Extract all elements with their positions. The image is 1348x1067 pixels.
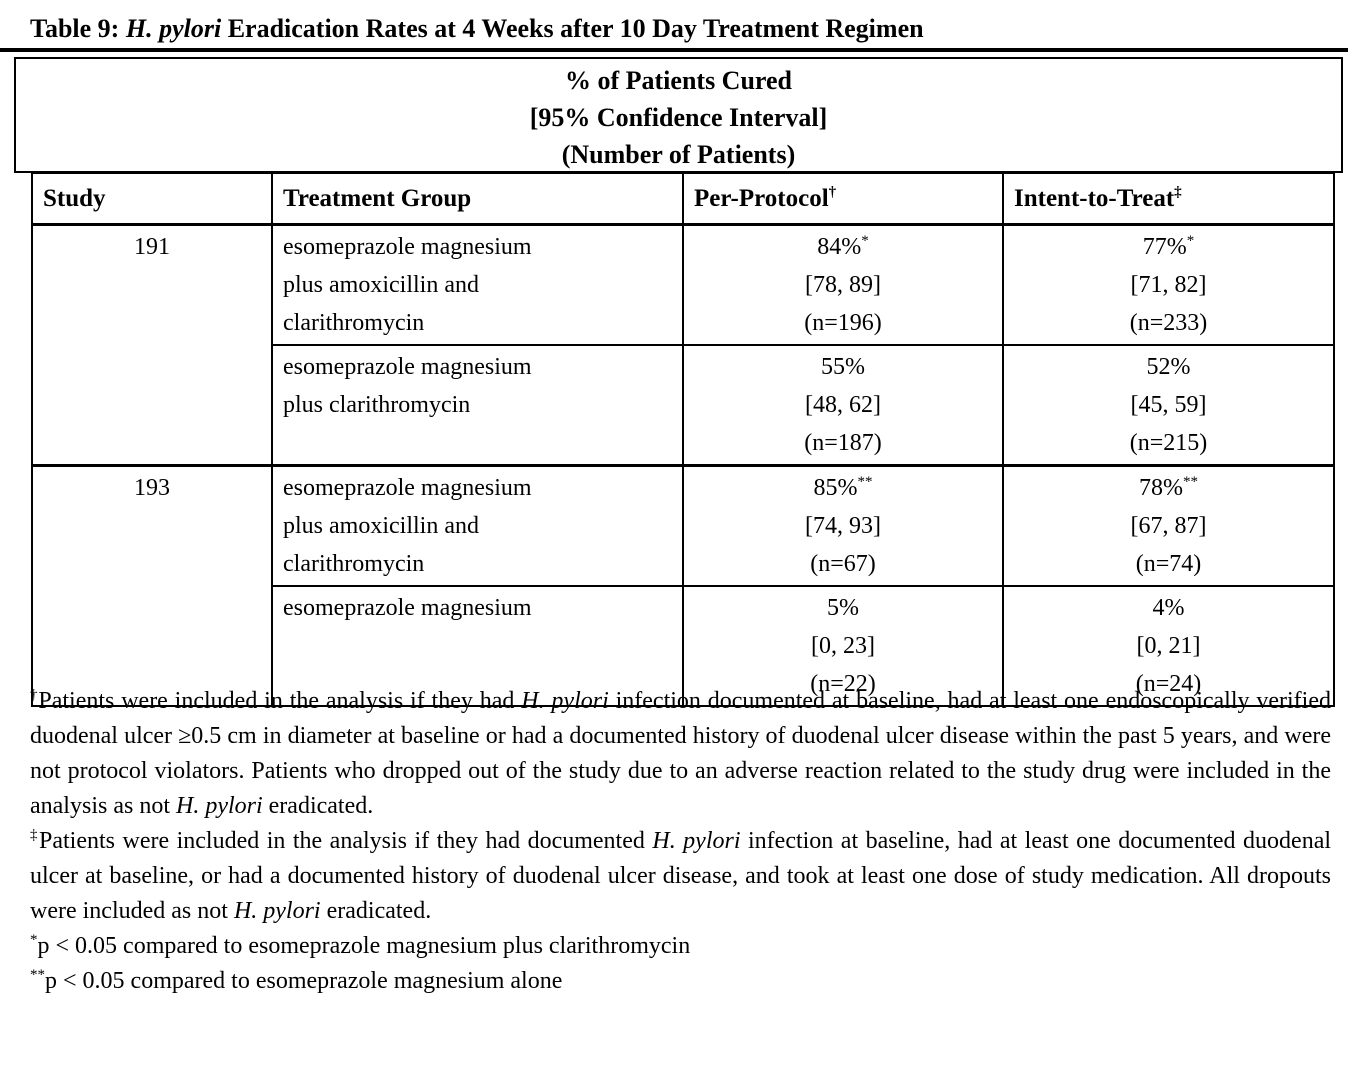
study-cell: 193	[31, 464, 273, 707]
cure-rate: 77%*	[1142, 233, 1195, 261]
significance-marker: **	[1183, 474, 1198, 490]
per-protocol-cell: 55% [48, 62] (n=187)	[682, 344, 1004, 467]
treatment-group-cell: esomeprazole magnesium plus clarithromyc…	[271, 344, 684, 467]
eradication-rates-table: Study Treatment Group Per-Protocol† Inte…	[31, 172, 1335, 707]
table-title-prefix: Table 9:	[30, 14, 126, 43]
cure-rate: 52%	[1146, 354, 1191, 380]
cure-rate: 5%	[827, 595, 859, 621]
cure-rate: 85%**	[813, 474, 873, 502]
column-header-study: Study	[31, 172, 273, 226]
per-protocol-cell: 84%* [78, 89] (n=196)	[682, 223, 1004, 346]
patient-count: (n=215)	[1129, 430, 1208, 456]
confidence-interval: [0, 23]	[811, 633, 875, 659]
confidence-interval: [71, 82]	[1130, 272, 1207, 298]
confidence-interval: [45, 59]	[1130, 392, 1207, 418]
per-protocol-cell: 85%** [74, 93] (n=67)	[682, 464, 1004, 587]
patient-count: (n=24)	[1135, 671, 1202, 697]
table-row: esomeprazole magnesium 5% [0, 23] (n=22)…	[32, 585, 1335, 707]
patient-count: (n=196)	[804, 310, 882, 336]
significance-marker: *	[1186, 233, 1195, 249]
column-header-treatment-group: Treatment Group	[271, 172, 684, 226]
patient-count: (n=22)	[810, 671, 876, 697]
dagger-marker: †	[828, 184, 837, 201]
confidence-interval: [78, 89]	[805, 272, 881, 298]
patient-count: (n=67)	[810, 551, 876, 577]
cure-rate: 4%	[1152, 595, 1185, 621]
confidence-interval: [67, 87]	[1130, 513, 1207, 539]
table-title-suffix: Eradication Rates at 4 Weeks after 10 Da…	[221, 14, 924, 43]
table-row: 191 esomeprazole magnesium plus amoxicil…	[31, 223, 1335, 467]
table-row: esomeprazole magnesium plus clarithromyc…	[32, 344, 1335, 467]
table-row: 193 esomeprazole magnesium plus amoxicil…	[31, 464, 1335, 707]
confidence-interval: [48, 62]	[805, 392, 881, 418]
study-cell: 191	[31, 223, 273, 467]
footnotes: †Patients were included in the analysis …	[0, 684, 1348, 999]
spanning-header-line-2: [95% Confidence Interval]	[529, 103, 828, 132]
treatment-group-cell: esomeprazole magnesium plus amoxicillin …	[271, 223, 684, 346]
cure-rate: 55%	[821, 354, 865, 380]
significance-marker: **	[857, 474, 873, 490]
column-header-per-protocol: Per-Protocol†	[682, 172, 1004, 226]
per-protocol-cell: 5% [0, 23] (n=22)	[682, 585, 1004, 707]
cure-rate: 84%*	[817, 233, 869, 261]
confidence-interval: [74, 93]	[805, 513, 881, 539]
table-title-italic: H. pylori	[125, 14, 222, 43]
column-header-row: Study Treatment Group Per-Protocol† Inte…	[31, 172, 1335, 226]
intent-to-treat-cell: 78%** [67, 87] (n=74)	[1002, 464, 1335, 587]
cure-rate: 78%**	[1139, 474, 1198, 502]
double-dagger-marker: ‡	[1174, 184, 1182, 201]
patient-count: (n=233)	[1129, 310, 1208, 336]
confidence-interval: [0, 21]	[1136, 633, 1201, 659]
column-header-intent-to-treat: Intent-to-Treat‡	[1002, 172, 1335, 226]
treatment-group-cell: esomeprazole magnesium	[271, 585, 684, 707]
intent-to-treat-cell: 77%* [71, 82] (n=233)	[1002, 223, 1335, 346]
patient-count: (n=187)	[804, 430, 882, 456]
significance-marker: *	[861, 233, 869, 249]
intent-to-treat-cell: 52% [45, 59] (n=215)	[1002, 344, 1335, 467]
footnote-dagger: †Patients were included in the analysis …	[30, 687, 1331, 820]
spanning-header-line-3: (Number of Patients)	[561, 140, 796, 169]
footnote-double-asterisk: **p < 0.05 compared to esomeprazole magn…	[30, 967, 563, 995]
table-title: Table 9: H. pylori Eradication Rates at …	[0, 14, 1348, 52]
footnote-double-dagger: ‡Patients were included in the analysis …	[30, 827, 1332, 925]
patients-cured-spanning-header: % of Patients Cured [95% Confidence Inte…	[14, 57, 1343, 173]
intent-to-treat-cell: 4% [0, 21] (n=24)	[1002, 585, 1335, 707]
patient-count: (n=74)	[1135, 551, 1202, 577]
footnote-asterisk: *p < 0.05 compared to esomeprazole magne…	[30, 932, 691, 960]
spanning-header-line-1: % of Patients Cured	[564, 66, 792, 95]
treatment-group-cell: esomeprazole magnesium plus amoxicillin …	[271, 464, 684, 587]
